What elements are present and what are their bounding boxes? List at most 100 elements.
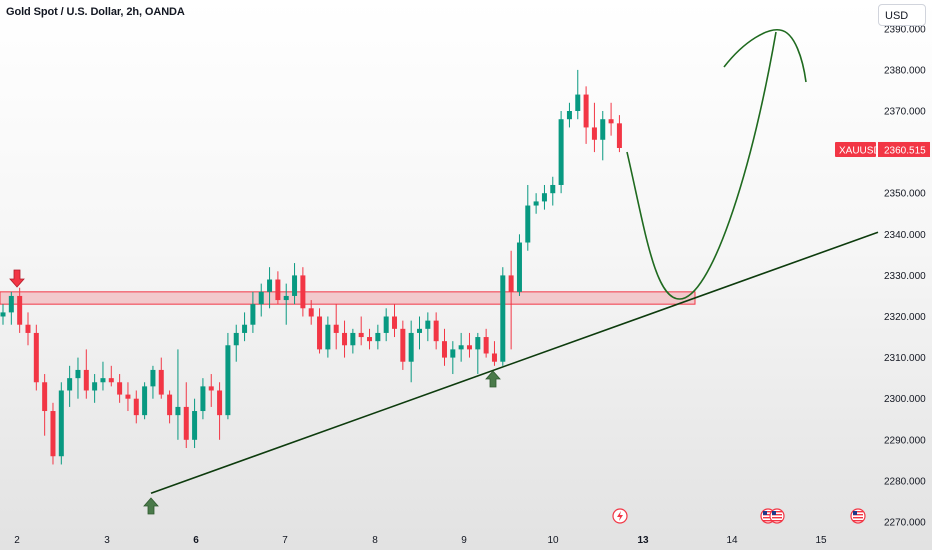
candle[interactable] [225,332,231,420]
candle[interactable] [258,283,264,317]
candle[interactable] [441,328,447,366]
candle[interactable] [175,349,181,440]
candle[interactable] [8,291,14,325]
candle[interactable] [200,378,206,420]
candle[interactable] [616,115,622,153]
trendline[interactable] [150,231,879,494]
x-axis-tick-label: 8 [372,535,378,546]
candle-body [283,295,289,301]
candle[interactable] [25,312,31,346]
candle[interactable] [358,316,364,346]
candle[interactable] [0,304,6,325]
us-flag-icon[interactable] [850,508,866,524]
candle[interactable] [50,402,56,465]
candle-body [525,205,531,243]
candle[interactable] [100,361,106,391]
resistance-zone[interactable] [0,291,696,305]
candle[interactable] [17,287,23,333]
candle[interactable] [192,398,198,449]
candle[interactable] [75,357,81,399]
candle[interactable] [333,304,339,350]
candle-body [117,382,123,395]
candle[interactable] [600,111,606,161]
candle[interactable] [475,332,481,375]
candle[interactable] [125,382,131,412]
candle[interactable] [158,357,164,399]
candle[interactable] [67,365,73,407]
candle[interactable] [300,267,306,317]
candle[interactable] [275,271,281,305]
candle[interactable] [133,390,139,424]
candle[interactable] [150,365,156,399]
candle[interactable] [508,250,514,350]
candle[interactable] [408,320,414,383]
candle[interactable] [466,332,472,358]
candle[interactable] [308,300,314,325]
candle[interactable] [383,308,389,342]
candle[interactable] [491,341,497,366]
y-axis-tick-label: 2330.000 [884,271,926,282]
currency-button[interactable]: USD [878,4,926,26]
candle[interactable] [525,184,531,251]
candle[interactable] [558,111,564,194]
candle-body [350,332,356,346]
candle[interactable] [550,176,556,206]
candle[interactable] [458,332,464,362]
candle-body [325,324,331,350]
candle[interactable] [292,263,298,305]
us-flag-icon[interactable] [769,508,785,524]
candle[interactable] [591,102,597,153]
candle[interactable] [566,102,572,128]
candle[interactable] [392,304,398,338]
candle[interactable] [367,328,373,350]
candle[interactable] [541,184,547,210]
candle[interactable] [516,234,522,296]
lightning-icon[interactable] [612,508,628,524]
candle[interactable] [233,324,239,362]
candle[interactable] [608,102,614,136]
candle[interactable] [58,382,64,465]
candle-body [516,242,522,292]
candle-body [367,337,373,342]
candle[interactable] [167,390,173,424]
candle[interactable] [267,267,273,309]
candle[interactable] [325,316,331,358]
candle[interactable] [375,324,381,350]
candle[interactable] [500,267,506,366]
candle[interactable] [400,320,406,370]
x-axis-tick-label: 13 [637,535,649,546]
candle-body [233,332,239,346]
candle-body [600,119,606,140]
projection-curve[interactable] [626,31,777,300]
candle[interactable] [108,365,114,387]
candle[interactable] [33,324,39,391]
candle[interactable] [417,316,422,350]
candle-body [466,345,472,350]
candle[interactable] [425,312,431,342]
candle[interactable] [583,86,589,144]
candle[interactable] [533,193,539,214]
candle[interactable] [83,349,89,399]
candle[interactable] [142,382,148,420]
candle[interactable] [217,382,223,440]
candle[interactable] [117,374,123,403]
candle[interactable] [242,312,248,342]
projection-curve-top[interactable] [723,29,807,83]
candle[interactable] [575,69,581,120]
candle[interactable] [450,341,456,375]
candle[interactable] [250,291,256,333]
candle-body [200,386,206,412]
candle[interactable] [317,308,323,354]
candle[interactable] [350,328,356,354]
candle-body [300,275,306,309]
candle[interactable] [433,312,439,350]
candle[interactable] [483,328,489,358]
candle[interactable] [42,374,48,436]
candle[interactable] [92,374,98,403]
candle-body [17,295,23,325]
candle[interactable] [342,320,348,358]
candle[interactable] [183,382,189,449]
candle[interactable] [208,374,214,407]
candle[interactable] [283,283,289,325]
